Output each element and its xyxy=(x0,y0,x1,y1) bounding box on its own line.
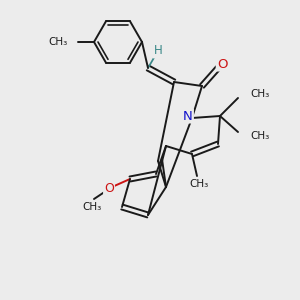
Text: N: N xyxy=(183,110,193,122)
Text: O: O xyxy=(104,182,114,196)
Text: O: O xyxy=(217,58,227,70)
Text: CH₃: CH₃ xyxy=(49,37,68,47)
Text: CH₃: CH₃ xyxy=(250,89,269,99)
Text: CH₃: CH₃ xyxy=(189,179,208,189)
Text: CH₃: CH₃ xyxy=(82,202,102,212)
Text: CH₃: CH₃ xyxy=(250,131,269,141)
Text: H: H xyxy=(154,44,162,58)
